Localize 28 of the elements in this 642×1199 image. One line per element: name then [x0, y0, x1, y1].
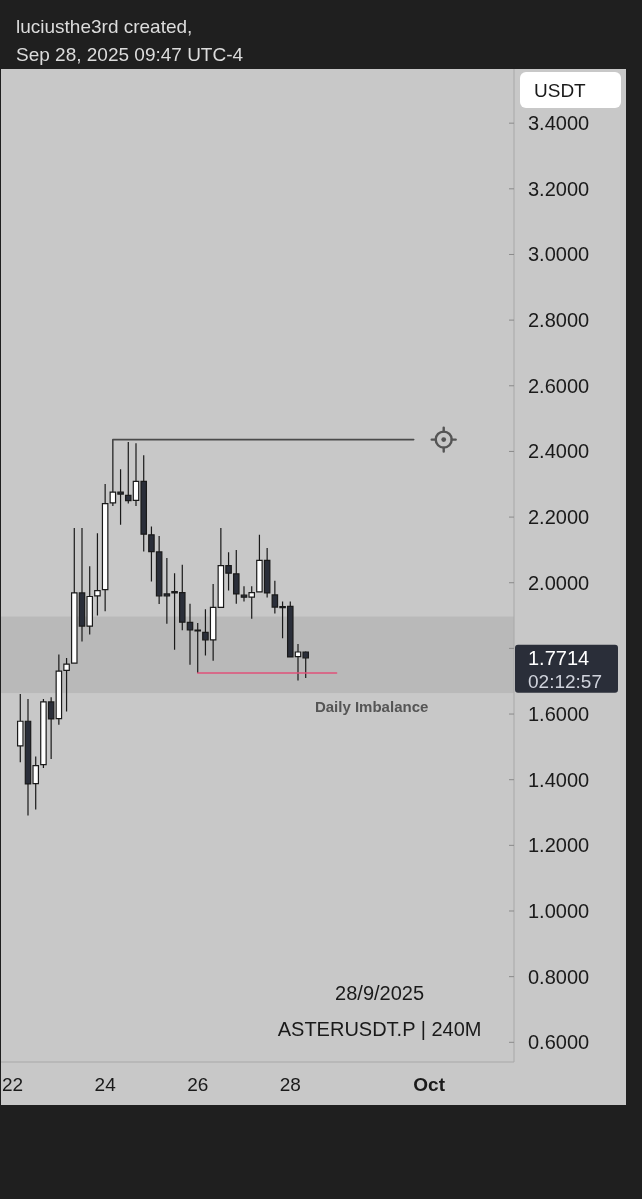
annotation: 28/9/2025 [335, 982, 425, 1004]
y-tick-label: 3.4000 [528, 112, 590, 135]
band-label: Daily Imbalance [314, 698, 429, 716]
y-tick-label: 3.2000 [528, 177, 590, 200]
y-tick-label: 1.2000 [528, 834, 590, 857]
y-tick-label: 0.8000 [528, 965, 590, 988]
x-tick-label: Oct [413, 1073, 446, 1095]
chart-subtitle: Sep 28, 2025 09:47 UTC-4 [16, 44, 244, 65]
x-tick-label: 28 [279, 1073, 301, 1095]
y-tick-label: 1.0000 [528, 900, 590, 922]
y-tick-label: 1.4000 [528, 768, 590, 791]
y-tick-label: 0.6000 [528, 1031, 590, 1054]
y-axis-title: USDT [534, 79, 587, 101]
x-tick-label: 26 [187, 1073, 209, 1095]
y-tick-label: 2.2000 [528, 506, 590, 529]
text: 02:12:57 [528, 670, 602, 692]
y-tick-label: 2.0000 [528, 571, 590, 594]
y-tick-label: 3.0000 [528, 243, 590, 266]
text: 1.7714 [528, 646, 590, 669]
y-tick-label: 2.6000 [528, 374, 590, 397]
y-tick-label: 2.4000 [528, 440, 590, 463]
x-tick-label: 22 [2, 1073, 24, 1095]
y-tick-label: 2.8000 [528, 309, 590, 332]
candlestick [101, 483, 109, 612]
chart-title: luciusthe3rd created, [16, 16, 193, 37]
x-tick-label: 24 [94, 1073, 117, 1095]
annotation: ASTERUSDT.P | 240M [277, 1018, 482, 1040]
y-tick-label: 1.6000 [528, 703, 590, 726]
